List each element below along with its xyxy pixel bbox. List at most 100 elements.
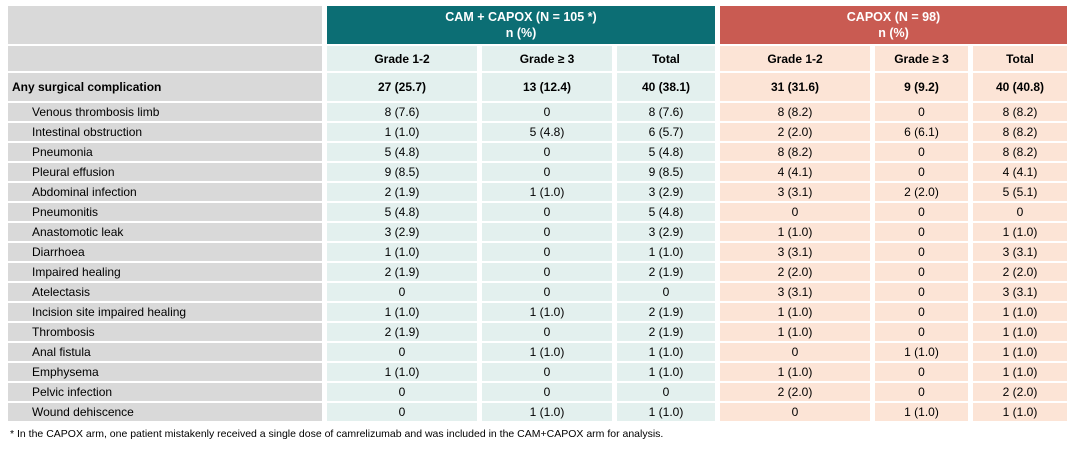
table-row: Thrombosis 2 (1.9) 0 2 (1.9) 1 (1.0) 0 1 (1.0) [8,323,1067,341]
value-cell: 1 (1.0) [973,403,1067,421]
value-cell: 2 (1.9) [327,263,477,281]
value-cell: 5 (4.8) [327,143,477,161]
value-cell: 0 [875,203,968,221]
value-cell: 0 [875,163,968,181]
footnote: * In the CAPOX arm, one patient mistaken… [10,428,664,440]
value-cell: 1 (1.0) [973,363,1067,381]
value-cell: 8 (7.6) [617,103,715,121]
value-cell: 27 (25.7) [327,73,477,101]
table-header: CAM + CAPOX (N = 105 *) n (%) CAPOX (N =… [8,6,1067,71]
value-cell: 8 (8.2) [973,103,1067,121]
row-label: Pelvic infection [8,383,322,401]
value-cell: 2 (2.0) [720,263,870,281]
value-cell: 5 (5.1) [973,183,1067,201]
value-cell: 3 (3.1) [720,183,870,201]
value-cell: 2 (1.9) [327,183,477,201]
value-cell: 0 [875,263,968,281]
value-cell: 0 [875,383,968,401]
value-cell: 3 (3.1) [720,283,870,301]
table-row: Wound dehiscence 0 1 (1.0) 1 (1.0) 0 1 (1.0) 1… [8,403,1067,421]
value-cell: 2 (2.0) [720,383,870,401]
col-header-capox-total: Total [973,46,1067,71]
value-cell: 1 (1.0) [875,403,968,421]
value-cell: 0 [617,283,715,301]
value-cell: 1 (1.0) [327,303,477,321]
value-cell: 2 (1.9) [327,323,477,341]
value-cell: 0 [875,143,968,161]
value-cell: 6 (6.1) [875,123,968,141]
value-cell: 0 [973,203,1067,221]
value-cell: 1 (1.0) [482,343,612,361]
row-label: Intestinal obstruction [8,123,322,141]
value-cell: 0 [482,283,612,301]
value-cell: 9 (8.5) [327,163,477,181]
value-cell: 0 [875,243,968,261]
value-cell: 0 [875,223,968,241]
table-body: Any surgical complication 27 (25.7) 13 (12… [8,73,1067,421]
surgical-complications-table: CAM + CAPOX (N = 105 *) n (%) CAPOX (N =… [3,4,1072,423]
value-cell: 2 (1.9) [617,323,715,341]
value-cell: 8 (7.6) [327,103,477,121]
value-cell: 0 [875,283,968,301]
value-cell: 1 (1.0) [720,323,870,341]
row-label: Emphysema [8,363,322,381]
table-row: Atelectasis 0 0 0 3 (3.1) 0 3 (3.1) [8,283,1067,301]
value-cell: 9 (8.5) [617,163,715,181]
corner-cell-2 [8,46,322,71]
table-row: Pelvic infection 0 0 0 2 (2.0) 0 2 (2.0) [8,383,1067,401]
value-cell: 0 [482,143,612,161]
value-cell: 6 (5.7) [617,123,715,141]
col-header-capox-grade12: Grade 1-2 [720,46,870,71]
table-row: Any surgical complication 27 (25.7) 13 (12… [8,73,1067,101]
value-cell: 31 (31.6) [720,73,870,101]
value-cell: 5 (4.8) [482,123,612,141]
value-cell: 8 (8.2) [720,103,870,121]
row-label: Anastomotic leak [8,223,322,241]
value-cell: 1 (1.0) [482,303,612,321]
value-cell: 2 (2.0) [875,183,968,201]
col-header-cam-total: Total [617,46,715,71]
table-row: Venous thrombosis limb 8 (7.6) 0 8 (7.6) 8 (… [8,103,1067,121]
value-cell: 1 (1.0) [482,403,612,421]
row-label: Venous thrombosis limb [8,103,322,121]
value-cell: 0 [482,323,612,341]
value-cell: 3 (3.1) [720,243,870,261]
value-cell: 1 (1.0) [327,123,477,141]
value-cell: 0 [482,223,612,241]
value-cell: 0 [327,383,477,401]
cam-capox-group-subtitle: n (%) [505,26,537,40]
value-cell: 1 (1.0) [720,363,870,381]
value-cell: 3 (2.9) [617,183,715,201]
table-row: Diarrhoea 1 (1.0) 0 1 (1.0) 3 (3.1) 0 3 (3.1) [8,243,1067,261]
value-cell: 1 (1.0) [617,403,715,421]
value-cell: 1 (1.0) [327,363,477,381]
row-label: Impaired healing [8,263,322,281]
value-cell: 0 [720,403,870,421]
col-header-capox-grade3plus: Grade ≥ 3 [875,46,968,71]
value-cell: 2 (2.0) [973,383,1067,401]
value-cell: 1 (1.0) [482,183,612,201]
value-cell: 40 (40.8) [973,73,1067,101]
row-label: Wound dehiscence [8,403,322,421]
value-cell: 0 [482,163,612,181]
value-cell: 1 (1.0) [973,343,1067,361]
row-label: Diarrhoea [8,243,322,261]
value-cell: 5 (4.8) [617,143,715,161]
value-cell: 1 (1.0) [875,343,968,361]
value-cell: 0 [875,363,968,381]
cam-capox-group-title: CAM + CAPOX (N = 105 *) [445,9,597,24]
row-label: Abdominal infection [8,183,322,201]
table-row: Abdominal infection 2 (1.9) 1 (1.0) 3 (2.9)… [8,183,1067,201]
value-cell: 5 (4.8) [327,203,477,221]
row-label: Any surgical complication [8,73,322,101]
value-cell: 0 [327,283,477,301]
value-cell: 0 [875,103,968,121]
col-header-cam-grade12: Grade 1-2 [327,46,477,71]
value-cell: 1 (1.0) [617,243,715,261]
value-cell: 1 (1.0) [617,343,715,361]
value-cell: 13 (12.4) [482,73,612,101]
row-label: Incision site impaired healing [8,303,322,321]
value-cell: 0 [482,203,612,221]
value-cell: 0 [482,383,612,401]
value-cell: 3 (3.1) [973,243,1067,261]
